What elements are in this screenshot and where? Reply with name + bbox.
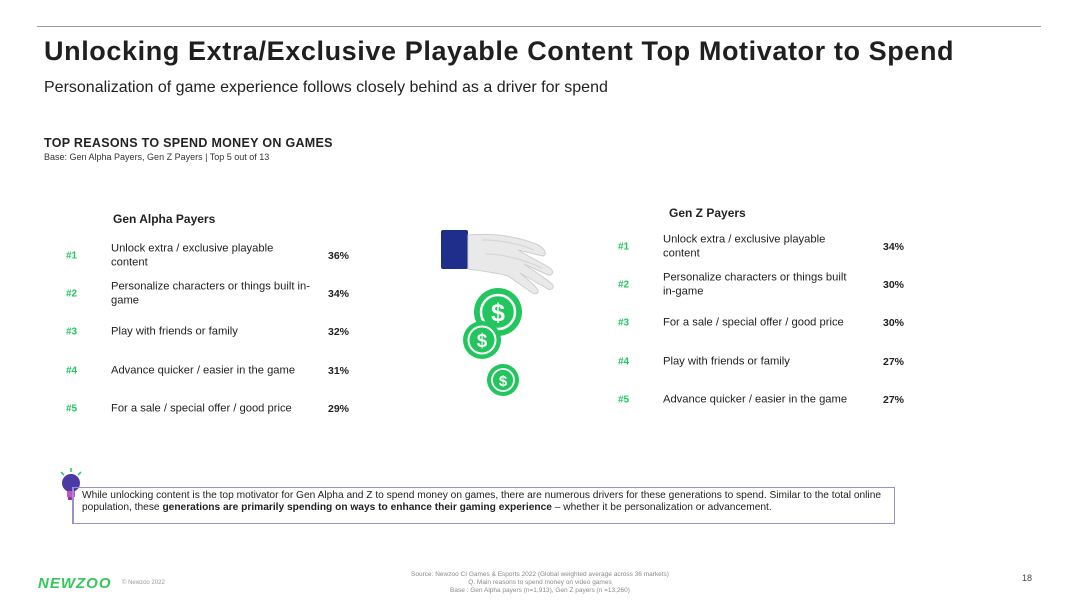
svg-text:$: $ (499, 373, 508, 390)
newzoo-logo: NEWZOO (38, 575, 112, 592)
ranking-row: #4 Play with friends or family 27% (618, 344, 938, 380)
reason-label: Play with friends or family (111, 325, 238, 338)
svg-text:$: $ (491, 299, 505, 327)
rank-label: #3 (618, 317, 630, 329)
hand-dropping-coins-illustration: $ $ $ (441, 230, 554, 396)
rank-label: #4 (66, 365, 78, 377)
rank-label: #5 (618, 394, 630, 406)
insight-text-part: While unlocking content is the top motiv… (82, 490, 882, 514)
ranking-row: #1 Unlock extra / exclusive playable cont… (66, 238, 386, 274)
percentage-value: 36% (328, 250, 350, 262)
reason-label: For a sale / special offer / good price (663, 316, 844, 329)
svg-text:$: $ (477, 331, 488, 352)
page-title: Unlocking Extra/Exclusive Playable Conte… (44, 36, 955, 66)
percentage-value: 27% (883, 393, 905, 406)
rank-label: #2 (618, 279, 630, 291)
sleeve-cuff (441, 230, 468, 269)
source-note: Source: Newzoo CI Games & Esports 2022 (… (360, 571, 720, 596)
gen-z-panel: Gen Z Payers #1 Unlock extra / exclusive … (618, 204, 918, 424)
percentage-value: 29% (328, 402, 350, 415)
source-line: Source: Newzoo CI Games & Esports 2022 (… (411, 571, 669, 578)
reason-label: Unlock extra / exclusive playable conten… (111, 242, 274, 269)
gen-alpha-panel: Gen Alpha Payers #1 Unlock extra / exclus… (66, 210, 366, 430)
section-base-note: Base: Gen Alpha Payers, Gen Z Payers | T… (44, 152, 270, 162)
percentage-value: 34% (883, 241, 905, 253)
top-divider (37, 26, 1041, 27)
panel-header: Gen Alpha Payers (113, 212, 216, 226)
insight-text-part: – whether it be personalization or advan… (551, 502, 772, 514)
percentage-value: 31% (328, 364, 350, 377)
section-title: TOP REASONS TO SPEND MONEY ON GAMES (44, 136, 333, 150)
ranking-row: #2 Personalize characters or things built… (618, 267, 938, 303)
copyright-note: © Newzoo 2022 (122, 580, 165, 586)
ranking-row: #5 For a sale / special offer / good pric… (66, 391, 386, 427)
percentage-value: 30% (883, 317, 905, 330)
rank-label: #1 (618, 241, 630, 253)
percentage-value: 27% (883, 355, 905, 368)
reason-label: Advance quicker / easier in the game (111, 363, 296, 376)
rank-label: #3 (66, 326, 78, 338)
rank-label: #2 (66, 288, 78, 300)
ranking-row: #3 For a sale / special offer / good pric… (618, 305, 938, 341)
reason-label: For a sale / special offer / good price (111, 402, 292, 415)
ranking-row: #2 Personalize characters or things built… (66, 276, 386, 312)
rank-label: #4 (618, 356, 630, 368)
reason-label: Advance quicker / easier in the game (663, 393, 848, 406)
page-subtitle: Personalization of game experience follo… (44, 79, 608, 96)
percentage-value: 32% (328, 326, 350, 339)
coin-icon: $ (487, 364, 519, 396)
insight-text-bold: generations are primarily spending on wa… (162, 502, 552, 514)
insight-callout: While unlocking content is the top motiv… (72, 487, 895, 524)
reason-label: Personalize characters or things built i… (111, 280, 310, 307)
source-line: Q. Main reasons to spend money on video … (468, 579, 612, 587)
rank-label: #1 (66, 250, 78, 262)
ranking-row: #4 Advance quicker / easier in the game 31… (66, 353, 386, 389)
coin-icon: $ (463, 321, 501, 359)
ranking-row: #3 Play with friends or family 32% (66, 314, 386, 350)
source-line: Base : Gen Alpha payers (n=1,913), Gen Z… (450, 587, 630, 595)
panel-header: Gen Z Payers (669, 206, 746, 220)
rank-label: #5 (66, 403, 78, 415)
ranking-row: #5 Advance quicker / easier in the game 27… (618, 382, 938, 418)
ranking-row: #1 Unlock extra / exclusive playable cont… (618, 229, 938, 265)
reason-label: Play with friends or family (663, 354, 790, 367)
hand-icon (441, 230, 554, 295)
percentage-value: 34% (328, 288, 350, 301)
percentage-value: 30% (883, 279, 905, 292)
reason-label: Unlock extra / exclusive playable conten… (663, 233, 826, 260)
page-number: 18 (1022, 573, 1033, 583)
insight-text: While unlocking content is the top motiv… (82, 490, 886, 514)
reason-label: Personalize characters or things built i… (663, 271, 847, 298)
